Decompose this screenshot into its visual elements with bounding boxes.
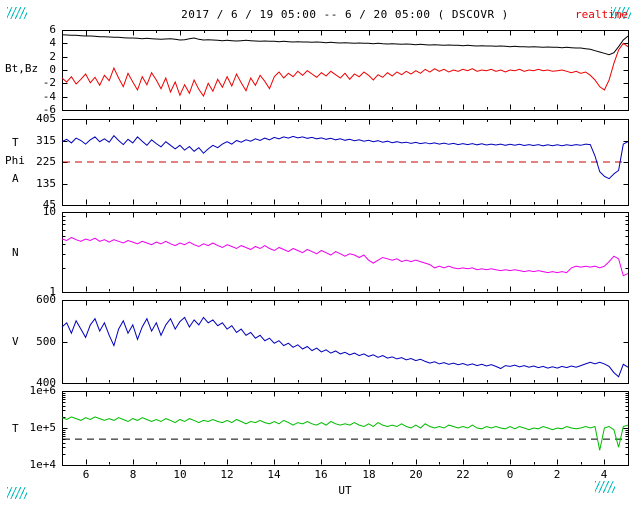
corner-hatch-top-left — [7, 7, 27, 19]
y-tick-label: -6 — [42, 103, 56, 116]
y-axis-label-btbz: Bt,Bz — [5, 62, 39, 75]
plot-title: 2017 / 6 / 19 05:00 -- 6 / 20 05:00 ( DS… — [181, 8, 509, 21]
y-tick-label: 1e+5 — [29, 421, 57, 434]
corner-hatch-bottom-left — [7, 487, 27, 499]
series-line-Bz — [61, 42, 629, 98]
x-tick-label: 16 — [314, 468, 328, 481]
y-tick-label: 405 — [36, 112, 56, 125]
y-tick-label: 1e+6 — [29, 384, 57, 397]
y-tick-label: 45 — [42, 198, 56, 211]
y-tick-label: 10 — [42, 205, 56, 218]
y-axis-label-temp: T — [12, 422, 19, 435]
corner-hatch-top-right — [611, 7, 631, 19]
y-tick-label: -4 — [42, 90, 56, 103]
x-tick-label: 22 — [456, 468, 470, 481]
x-tick-label: 14 — [267, 468, 281, 481]
y-tick-label: 600 — [36, 293, 56, 306]
corner-hatch-bottom-right — [595, 481, 615, 493]
y-axis-label-t: T — [12, 136, 19, 149]
panel-border — [62, 391, 629, 466]
y-axis-label-n: N — [12, 246, 19, 259]
y-tick-label: 1e+4 — [29, 458, 57, 471]
x-axis-label: UT — [338, 484, 352, 497]
y-tick-label: 500 — [36, 335, 56, 348]
x-tick-label: 18 — [362, 468, 376, 481]
y-tick-label: 4 — [49, 36, 56, 49]
realtime-label: realtime — [575, 8, 628, 21]
x-tick-label: 8 — [129, 468, 137, 481]
y-tick-label: 225 — [36, 155, 56, 168]
x-tick-label: 12 — [220, 468, 234, 481]
x-tick-label: 6 — [82, 468, 90, 481]
y-tick-label: 1 — [49, 285, 56, 298]
x-tick-label: 2 — [553, 468, 561, 481]
x-tick-label: 10 — [173, 468, 187, 481]
y-tick-label: -2 — [42, 76, 56, 89]
y-axis-label-v: V — [12, 335, 19, 348]
series-line-Phi — [61, 134, 629, 180]
y-axis-label-a: A — [12, 172, 19, 185]
series-line-T — [61, 416, 629, 451]
y-tick-label: 400 — [36, 376, 56, 389]
series-line-V — [61, 316, 629, 378]
y-tick-label: 6 — [49, 23, 56, 36]
y-tick-label: 2 — [49, 50, 56, 63]
y-tick-label: 315 — [36, 134, 56, 147]
panel-border — [62, 212, 629, 293]
y-tick-label: 0 — [49, 63, 56, 76]
series-line-Bt — [61, 34, 629, 56]
panel-border — [62, 300, 629, 384]
x-tick-label: 20 — [409, 468, 423, 481]
y-axis-label-phi: Phi — [5, 154, 25, 167]
y-tick-label: 135 — [36, 177, 56, 190]
x-tick-label: 0 — [506, 468, 514, 481]
x-tick-label: 4 — [600, 468, 608, 481]
series-line-N — [61, 236, 629, 277]
